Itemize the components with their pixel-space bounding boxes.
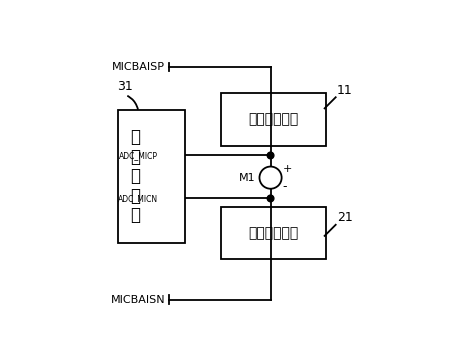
Text: MICBAISP: MICBAISP: [112, 62, 165, 72]
Text: 31: 31: [118, 80, 133, 93]
Circle shape: [267, 152, 274, 159]
Bar: [221, 207, 326, 260]
Text: 11: 11: [337, 84, 353, 97]
Circle shape: [267, 195, 274, 202]
Text: MICBAISN: MICBAISN: [111, 294, 165, 305]
Text: 21: 21: [337, 211, 353, 224]
Text: -: -: [282, 180, 287, 193]
Text: M1: M1: [239, 173, 255, 183]
Bar: [221, 93, 326, 146]
Text: ADC_MICN: ADC_MICN: [118, 194, 158, 203]
Text: 第二偏置电路: 第二偏置电路: [248, 226, 299, 240]
Text: 第一偏置电路: 第一偏置电路: [248, 112, 299, 126]
Circle shape: [259, 167, 282, 189]
Text: ADC_MICP: ADC_MICP: [119, 151, 158, 160]
Text: 中
央
处
理
器: 中 央 处 理 器: [130, 129, 140, 224]
Text: +: +: [282, 164, 292, 174]
Bar: [118, 110, 185, 243]
